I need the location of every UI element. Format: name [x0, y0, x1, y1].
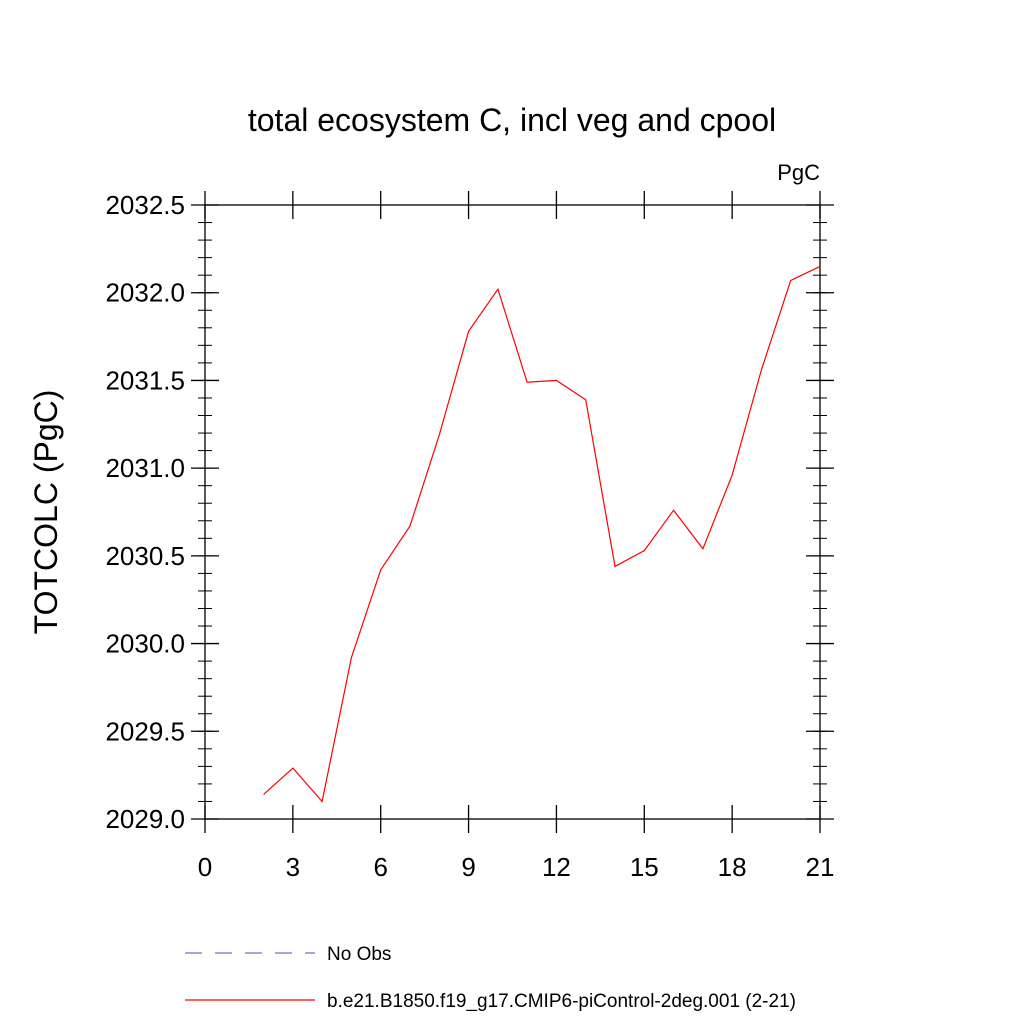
y-tick-label: 2031.0 [105, 453, 185, 483]
y-axis-label: TOTCOLC (PgC) [28, 390, 64, 635]
y-tick-label: 2030.0 [105, 629, 185, 659]
y-tick-label: 2030.5 [105, 541, 185, 571]
legend-label: b.e21.B1850.f19_g17.CMIP6-piControl-2deg… [327, 991, 796, 1012]
legend-label: No Obs [327, 944, 391, 965]
x-tick-label: 0 [198, 852, 212, 882]
units-label: PgC [777, 160, 820, 185]
y-tick-label: 2031.5 [105, 365, 185, 395]
y-tick-label: 2029.0 [105, 804, 185, 834]
x-tick-label: 6 [373, 852, 387, 882]
y-tick-label: 2032.0 [105, 278, 185, 308]
chart-title: total ecosystem C, incl veg and cpool [248, 102, 776, 138]
series-line [263, 265, 821, 803]
plot-frame [204, 204, 821, 820]
legend: No Obs b.e21.B1850.f19_g17.CMIP6-piContro… [185, 944, 796, 1012]
x-tick-label: 21 [806, 852, 835, 882]
x-tick-label: 12 [542, 852, 571, 882]
x-tick-label: 18 [718, 852, 747, 882]
x-tick-label: 3 [286, 852, 300, 882]
plot-series [263, 265, 821, 803]
plot-axes: 0 3 6 9 12 15 18 21 2029.0 2029.5 2030.0 2030.5 2031… [105, 190, 834, 882]
y-tick-label: 2032.5 [105, 190, 185, 220]
x-tick-label: 15 [630, 852, 659, 882]
x-tick-label: 9 [461, 852, 475, 882]
y-tick-label: 2029.5 [105, 716, 185, 746]
